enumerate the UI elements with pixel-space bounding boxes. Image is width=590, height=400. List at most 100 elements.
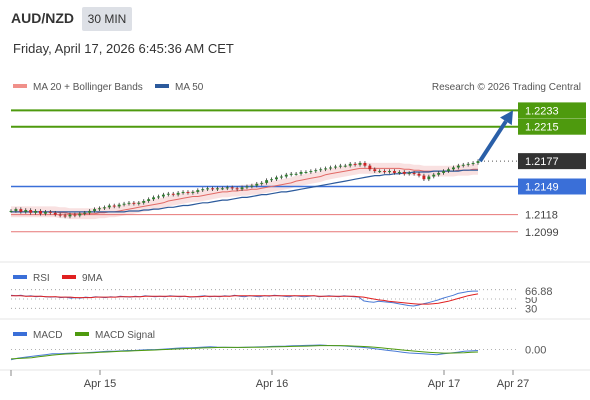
candle (122, 203, 126, 205)
level-label: 1.2118 (525, 210, 558, 222)
macd-signal-line (10, 345, 479, 360)
candle (373, 169, 377, 172)
candle (142, 200, 146, 203)
candle (304, 172, 308, 173)
candle (216, 188, 219, 190)
candle (63, 215, 67, 217)
rsi-ma-line (11, 293, 479, 305)
level-label: 1.2149 (525, 181, 559, 193)
candle (68, 214, 72, 217)
candle (471, 162, 475, 164)
candle (417, 173, 421, 176)
candle (196, 190, 200, 192)
candle (152, 197, 156, 200)
candle (73, 214, 77, 216)
candle (447, 169, 450, 172)
ma20-legend-swatch (13, 84, 27, 88)
macd-signal-legend-swatch (75, 332, 89, 336)
timestamp: Friday, April 17, 2026 6:45:36 AM CET (13, 41, 234, 56)
candle (353, 163, 357, 165)
candle (220, 188, 224, 190)
level-tag (518, 178, 586, 195)
x-axis-label: Apr 27 (497, 378, 529, 390)
candle (107, 205, 111, 208)
candle (412, 172, 416, 174)
candle (368, 165, 372, 170)
candle (333, 166, 337, 168)
level-label: 1.2233 (525, 105, 559, 117)
level-label: 1.2099 (525, 227, 559, 239)
candle (250, 185, 254, 187)
rsi-value-backing (520, 284, 564, 298)
candle (461, 164, 465, 166)
rsi-legend-swatch (13, 275, 27, 279)
macd-value-label: 0.00 (525, 345, 546, 357)
candle (9, 210, 13, 212)
candle (314, 170, 318, 172)
candle (102, 207, 106, 209)
candle (442, 171, 446, 173)
candle (402, 172, 406, 174)
candle (58, 214, 62, 216)
candle (245, 186, 249, 188)
rsi-panel: 70503066.88 (10, 284, 564, 315)
x-axis-label: Apr 16 (256, 378, 288, 390)
candle (270, 179, 273, 181)
rsi-legend-label: RSI (33, 273, 50, 284)
candle (299, 172, 303, 174)
timeframe-badge[interactable]: 30 MIN (82, 7, 132, 31)
candle (432, 174, 436, 177)
candle (48, 211, 52, 213)
candle (34, 210, 38, 213)
bollinger-band (11, 162, 478, 220)
candle (161, 194, 165, 197)
candle (363, 162, 367, 166)
candle (98, 208, 101, 210)
ma50-legend-swatch (155, 84, 169, 88)
candle (186, 191, 190, 193)
candle (166, 193, 170, 195)
candle (83, 212, 87, 214)
candle (309, 171, 313, 173)
rsi-ma-legend-swatch (62, 275, 76, 279)
candle (201, 189, 205, 191)
macd-panel: 0.00 (10, 344, 546, 361)
candle (211, 188, 215, 190)
candle (53, 212, 57, 215)
candle (240, 187, 244, 190)
candle (39, 210, 42, 214)
candle (476, 161, 480, 163)
macd-signal-legend-label: MACD Signal (95, 330, 155, 341)
level-label: 1.2177 (525, 156, 559, 168)
candle (43, 211, 47, 214)
candle (338, 165, 342, 167)
projection-arrow-head (500, 110, 513, 126)
candle (324, 168, 328, 170)
ma20-legend-label: MA 20 + Bollinger Bands (33, 82, 143, 93)
candle (255, 183, 259, 186)
candle (206, 188, 210, 190)
candle (388, 171, 391, 173)
candle (29, 210, 33, 213)
candle (451, 167, 455, 170)
candle (466, 163, 470, 165)
level-tag (518, 118, 586, 135)
pair-title: AUD/NZD (11, 10, 74, 26)
macd-legend-label: MACD (33, 330, 62, 341)
rsi-ma-legend-label: 9MA (82, 273, 103, 284)
x-axis: Apr 15 Apr 16 Apr 17 Apr 27 (10, 370, 529, 390)
candle (93, 209, 97, 211)
candle (319, 169, 323, 171)
candle (284, 174, 288, 177)
candle (422, 175, 426, 180)
rsi-line (10, 290, 478, 307)
candle (427, 176, 431, 180)
candle (24, 210, 28, 212)
candle (397, 172, 401, 173)
candle (117, 204, 121, 207)
candle (112, 205, 116, 207)
x-axis-label: Apr 17 (428, 378, 460, 390)
x-axis-label: Apr 15 (84, 378, 116, 390)
candle (437, 172, 441, 175)
